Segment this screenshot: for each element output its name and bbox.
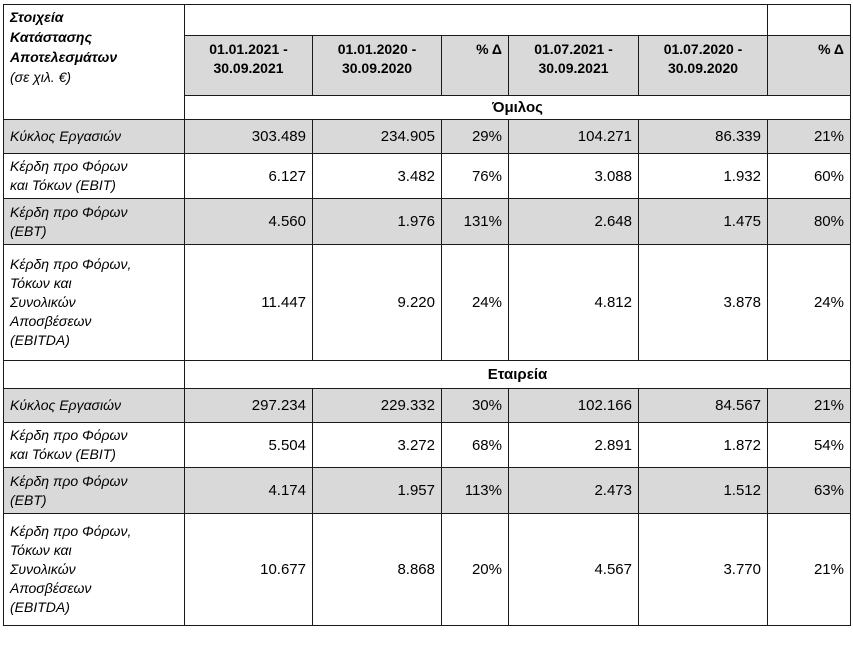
cell-value: 234.905 — [312, 119, 442, 154]
cell-value: 4.567 — [508, 513, 639, 626]
table-row: Κέρδη προ Φόρων (EBT) 4.174 1.957 113% 2.… — [3, 467, 851, 514]
cell-value: 3.088 — [508, 153, 639, 199]
cell-value: 63% — [767, 467, 851, 514]
row-label: Κέρδη προ Φόρων (EBT) — [3, 198, 185, 245]
cell-value: 3.878 — [638, 244, 768, 361]
title-line: Στοιχεία — [10, 9, 64, 25]
cell-value: 1.475 — [638, 198, 768, 245]
cell-value: 2.473 — [508, 467, 639, 514]
cell-value: 1.957 — [312, 467, 442, 514]
row-label: Κύκλος Εργασιών — [3, 388, 185, 423]
section-label-blank — [3, 360, 185, 389]
cell-value: 24% — [441, 244, 509, 361]
cell-value: 229.332 — [312, 388, 442, 423]
cell-value: 3.482 — [312, 153, 442, 199]
title-unit: (σε χιλ. €) — [10, 69, 72, 85]
cell-value: 21% — [767, 388, 851, 423]
cell-value: 2.648 — [508, 198, 639, 245]
column-header: 01.01.2021 -30.09.2021 — [184, 35, 313, 96]
cell-value: 80% — [767, 198, 851, 245]
row-label: Κέρδη προ Φόρων, Τόκων και Συνολικών Αποσβέ… — [3, 513, 185, 626]
cell-value: 30% — [441, 388, 509, 423]
cell-value: 104.271 — [508, 119, 639, 154]
column-header: % Δ — [767, 35, 851, 96]
cell-value: 9.220 — [312, 244, 442, 361]
cell-value: 21% — [767, 119, 851, 154]
table-row: Κέρδη προ Φόρων και Τόκων (EBIT) 6.127 3.… — [3, 153, 851, 199]
cell-value: 1.512 — [638, 467, 768, 514]
cell-value: 1.872 — [638, 422, 768, 468]
row-label: Κέρδη προ Φόρων (EBT) — [3, 467, 185, 514]
table-row: Κύκλος Εργασιών 297.234 229.332 30% 102.… — [3, 388, 851, 423]
cell-value: 1.976 — [312, 198, 442, 245]
cell-value: 1.932 — [638, 153, 768, 199]
section-name: Εταιρεία — [184, 360, 851, 389]
row-label: Κέρδη προ Φόρων, Τόκων και Συνολικών Αποσβέ… — [3, 244, 185, 361]
column-header: 01.07.2021 -30.09.2021 — [508, 35, 639, 96]
cell-value: 86.339 — [638, 119, 768, 154]
cell-value: 2.891 — [508, 422, 639, 468]
cell-value: 6.127 — [184, 153, 313, 199]
cell-value: 11.447 — [184, 244, 313, 361]
table-row: Κέρδη προ Φόρων (EBT) 4.560 1.976 131% 2.… — [3, 198, 851, 245]
row-label: Κέρδη προ Φόρων και Τόκων (EBIT) — [3, 422, 185, 468]
cell-value: 4.812 — [508, 244, 639, 361]
table-title: Στοιχεία Κατάστασης Αποτελεσμάτων (σε χι… — [3, 4, 185, 120]
cell-value: 3.272 — [312, 422, 442, 468]
section-header-row: Όμιλος — [4, 95, 851, 120]
table-row: Κέρδη προ Φόρων, Τόκων και Συνολικών Αποσβέ… — [3, 513, 851, 626]
cell-value: 54% — [767, 422, 851, 468]
column-header-row: 01.01.2021 -30.09.2021 01.01.2020 -30.09… — [4, 35, 851, 96]
cell-value: 29% — [441, 119, 509, 154]
cell-value: 24% — [767, 244, 851, 361]
column-header: % Δ — [441, 35, 509, 96]
header-spacer — [184, 4, 768, 36]
cell-value: 102.166 — [508, 388, 639, 423]
title-line: Αποτελεσμάτων — [10, 49, 118, 65]
cell-value: 4.174 — [184, 467, 313, 514]
cell-value: 84.567 — [638, 388, 768, 423]
cell-value: 297.234 — [184, 388, 313, 423]
table-row: Κέρδη προ Φόρων, Τόκων και Συνολικών Αποσβέ… — [3, 244, 851, 361]
cell-value: 8.868 — [312, 513, 442, 626]
column-header: 01.01.2020 -30.09.2020 — [312, 35, 442, 96]
cell-value: 303.489 — [184, 119, 313, 154]
table-row: Κέρδη προ Φόρων και Τόκων (EBIT) 5.504 3.… — [3, 422, 851, 468]
cell-value: 68% — [441, 422, 509, 468]
row-label: Κύκλος Εργασιών — [3, 119, 185, 154]
cell-value: 60% — [767, 153, 851, 199]
section-header-row: Εταιρεία — [3, 360, 851, 389]
cell-value: 5.504 — [184, 422, 313, 468]
cell-value: 20% — [441, 513, 509, 626]
cell-value: 76% — [441, 153, 509, 199]
row-label: Κέρδη προ Φόρων και Τόκων (EBIT) — [3, 153, 185, 199]
header-top-row: Στοιχεία Κατάστασης Αποτελεσμάτων (σε χι… — [3, 4, 851, 120]
header-spacer — [767, 4, 851, 36]
column-header: 01.07.2020 -30.09.2020 — [638, 35, 768, 96]
financial-results-table: Στοιχεία Κατάστασης Αποτελεσμάτων (σε χι… — [3, 4, 851, 626]
table-row: Κύκλος Εργασιών 303.489 234.905 29% 104.… — [3, 119, 851, 154]
cell-value: 131% — [441, 198, 509, 245]
section-name: Όμιλος — [184, 95, 851, 120]
cell-value: 3.770 — [638, 513, 768, 626]
cell-value: 10.677 — [184, 513, 313, 626]
cell-value: 113% — [441, 467, 509, 514]
cell-value: 4.560 — [184, 198, 313, 245]
cell-value: 21% — [767, 513, 851, 626]
title-line: Κατάστασης — [10, 29, 92, 45]
